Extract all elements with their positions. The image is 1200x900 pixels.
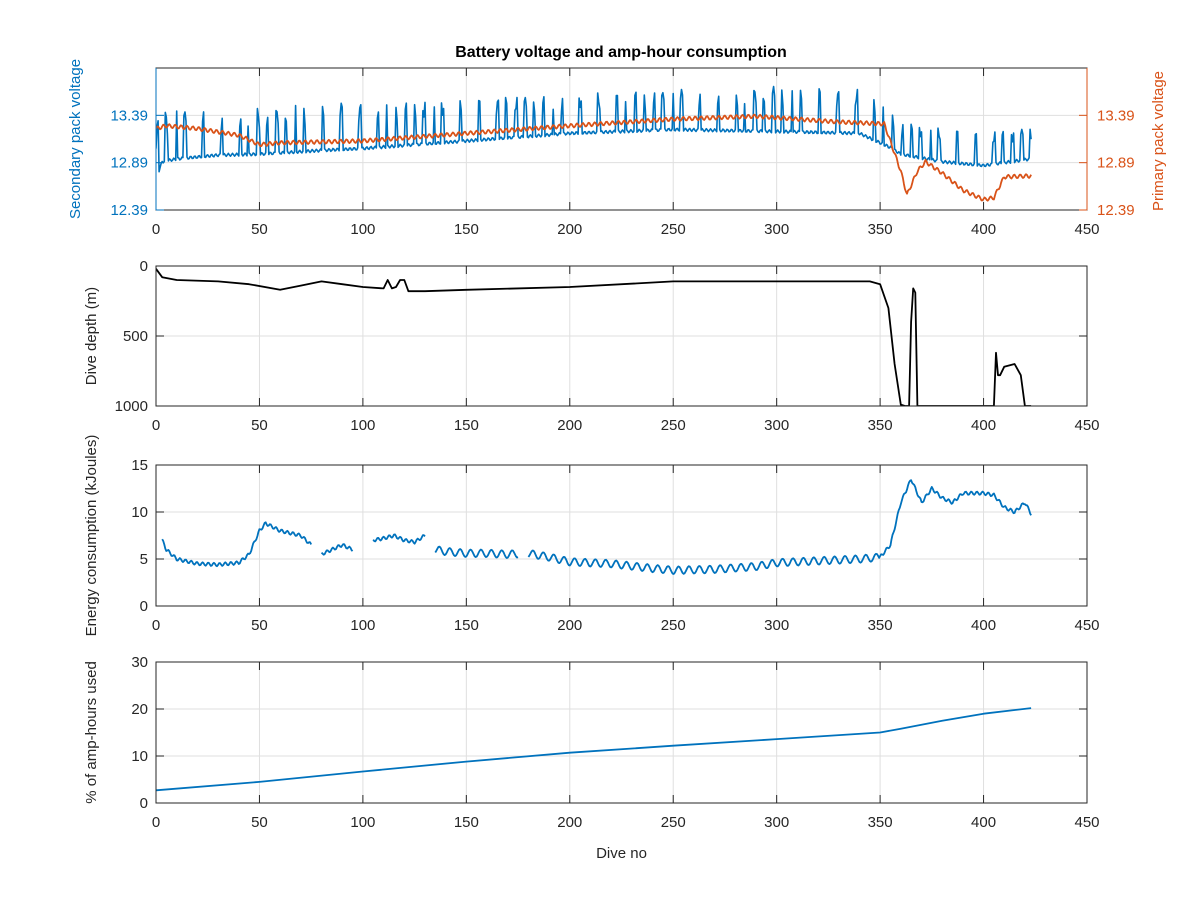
x-tick-label: 400 bbox=[971, 221, 996, 238]
x-tick-label: 300 bbox=[764, 417, 789, 434]
series-line-1 bbox=[156, 85, 1032, 173]
y-right-tick-label: 12.39 bbox=[1097, 202, 1135, 219]
x-tick-label: 100 bbox=[350, 617, 375, 634]
x-tick-label: 0 bbox=[152, 221, 160, 238]
y-tick-label: 10 bbox=[131, 748, 148, 765]
series-group bbox=[156, 85, 1032, 202]
subplots: 0 50 100 150 200 250 300 350 400 45012.3912.8913.… bbox=[67, 59, 1167, 862]
y-tick-label: 5 bbox=[140, 551, 148, 568]
subplot-4: 0 50 100 150 200 250 300 350 400 450 0 10 20 30 % of a… bbox=[83, 654, 1100, 862]
y-axis-label: Energy consumption (kJoules) bbox=[83, 435, 100, 637]
x-tick-label: 450 bbox=[1074, 617, 1099, 634]
y-axis-label-right: Primary pack voltage bbox=[1150, 71, 1167, 211]
x-tick-label: 300 bbox=[764, 221, 789, 238]
y-axis-label: % of amp-hours used bbox=[83, 661, 100, 804]
series-line-1 bbox=[156, 707, 1032, 792]
subplot-1: 0 50 100 150 200 250 300 350 400 450 12.39 12.89 13.… bbox=[67, 59, 1167, 238]
x-tick-label: 350 bbox=[868, 221, 893, 238]
x-tick-label: 150 bbox=[454, 417, 479, 434]
x-tick-label: 100 bbox=[350, 221, 375, 238]
x-tick-label: 250 bbox=[661, 417, 686, 434]
y-right-tick-label: 13.39 bbox=[1097, 107, 1135, 124]
x-tick-label: 400 bbox=[971, 617, 996, 634]
x-tick-label: 0 bbox=[152, 814, 160, 831]
y-tick-label: 12.39 bbox=[110, 202, 148, 219]
x-tick-label: 450 bbox=[1074, 221, 1099, 238]
y-tick-label: 1000 bbox=[115, 398, 148, 415]
series-group bbox=[161, 479, 1032, 575]
y-tick-label: 12.89 bbox=[110, 155, 148, 172]
x-tick-label: 250 bbox=[661, 617, 686, 634]
x-tick-label: 350 bbox=[868, 814, 893, 831]
x-tick-label: 200 bbox=[557, 814, 582, 831]
x-tick-label: 150 bbox=[454, 221, 479, 238]
y-axis-label: Secondary pack voltage bbox=[67, 59, 84, 219]
y-tick-label: 500 bbox=[123, 328, 148, 345]
x-tick-label: 150 bbox=[454, 617, 479, 634]
series-line-1 bbox=[161, 479, 1032, 575]
x-tick-label: 50 bbox=[251, 617, 268, 634]
x-tick-label: 50 bbox=[251, 814, 268, 831]
x-tick-label: 100 bbox=[350, 814, 375, 831]
x-tick-label: 450 bbox=[1074, 814, 1099, 831]
x-tick-label: 350 bbox=[868, 417, 893, 434]
series-line-2 bbox=[156, 113, 1032, 202]
chart-title: Battery voltage and amp-hour consumption bbox=[455, 44, 787, 61]
y-tick-label: 13.39 bbox=[110, 107, 148, 124]
x-tick-label: 0 bbox=[152, 617, 160, 634]
x-tick-label: 300 bbox=[764, 814, 789, 831]
x-tick-label: 350 bbox=[868, 617, 893, 634]
y-axis-label: Dive depth (m) bbox=[83, 287, 100, 385]
x-axis-label: Dive no bbox=[596, 845, 647, 862]
y-tick-label: 15 bbox=[131, 457, 148, 474]
y-right-tick-label: 12.89 bbox=[1097, 155, 1135, 172]
axes-box bbox=[155, 661, 1088, 804]
series-group bbox=[156, 268, 1032, 406]
x-tick-label: 250 bbox=[661, 814, 686, 831]
x-tick-label: 100 bbox=[350, 417, 375, 434]
axes-box bbox=[155, 464, 1088, 607]
x-tick-label: 450 bbox=[1074, 417, 1099, 434]
x-tick-label: 50 bbox=[251, 221, 268, 238]
x-tick-label: 250 bbox=[661, 221, 686, 238]
y-tick-label: 0 bbox=[140, 258, 148, 275]
x-tick-label: 150 bbox=[454, 814, 479, 831]
x-tick-label: 400 bbox=[971, 417, 996, 434]
y-tick-label: 0 bbox=[140, 795, 148, 812]
y-tick-label: 20 bbox=[131, 701, 148, 718]
series-line-1 bbox=[156, 268, 1032, 406]
x-tick-label: 200 bbox=[557, 417, 582, 434]
y-tick-label: 30 bbox=[131, 654, 148, 671]
subplot-3: 0 50 100 150 200 250 300 350 400 450 0 5 10 15 Energy … bbox=[83, 435, 1100, 637]
x-tick-label: 300 bbox=[764, 617, 789, 634]
x-tick-label: 200 bbox=[557, 221, 582, 238]
subplot-2: 0 50 100 150 200 250 300 350 400 450 0 500 1000 Dive … bbox=[83, 258, 1100, 434]
y-tick-label: 10 bbox=[131, 504, 148, 521]
series-group bbox=[156, 707, 1032, 792]
x-tick-label: 200 bbox=[557, 617, 582, 634]
y-tick-label: 0 bbox=[140, 598, 148, 615]
x-tick-label: 50 bbox=[251, 417, 268, 434]
x-tick-label: 0 bbox=[152, 417, 160, 434]
x-tick-label: 400 bbox=[971, 814, 996, 831]
